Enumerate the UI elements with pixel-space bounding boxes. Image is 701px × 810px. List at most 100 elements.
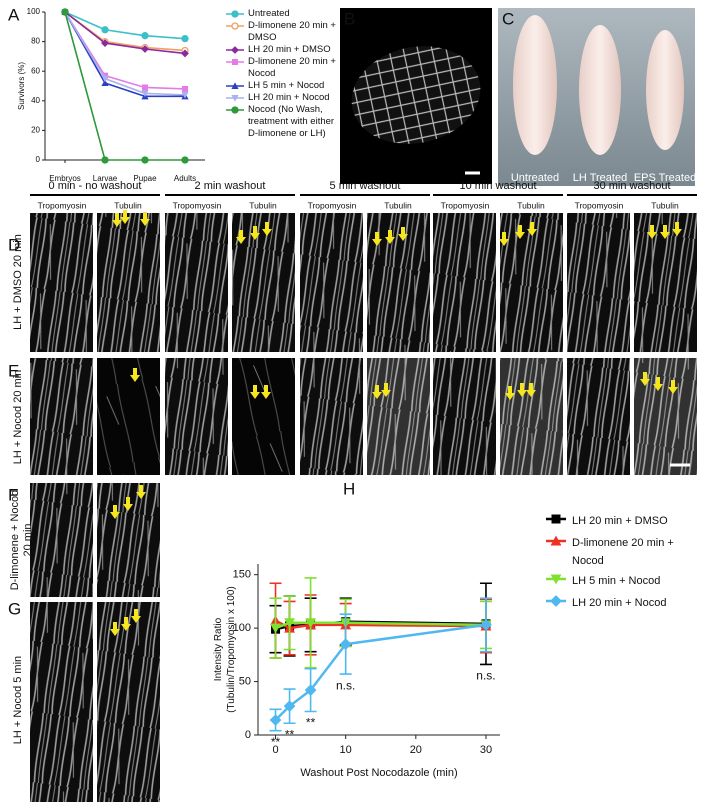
- legend-label-box: LH 5 min + Nocod: [572, 575, 661, 587]
- annotation: **: [271, 735, 281, 749]
- channel-label: Tropomyosin: [308, 200, 357, 210]
- column-header: 2 min washout: [195, 180, 266, 192]
- annotation: **: [285, 727, 295, 741]
- marker: [182, 85, 188, 92]
- marker: [480, 619, 492, 631]
- y-tick-label: 150: [233, 569, 251, 581]
- series-line: [64, 11, 186, 96]
- marker: [284, 618, 295, 629]
- legend-label: D-limonene 20 min + Nocod: [572, 537, 674, 567]
- y-axis-label: Survivors (%): [17, 62, 26, 110]
- micrograph: [500, 358, 563, 475]
- y-axis-label-box: Intensity Ratio (Tubulin/Tropomyosin x 1…: [213, 586, 237, 713]
- y-tick-label: 0: [245, 729, 251, 741]
- larva-label: EPS Treated: [633, 172, 697, 184]
- larva-label-box: EPS Treated: [633, 172, 697, 184]
- legend-label: LH 20 min + DMSO: [572, 515, 668, 527]
- series-line: [274, 623, 487, 721]
- x-tick-label: Embryos: [49, 174, 81, 183]
- panel-letter: E: [8, 361, 19, 380]
- legend-label-box: LH 5 min + Nocod: [248, 80, 325, 91]
- microscopy: 0 min - no washout Tropomyosin Tubulin 2 mi…: [30, 180, 697, 802]
- marker: [231, 106, 239, 114]
- micrograph: [30, 358, 93, 475]
- channel-label: Tubulin: [114, 200, 142, 210]
- channel-label: Tubulin: [249, 200, 277, 210]
- panel-letter: G: [8, 599, 21, 618]
- column-header: 10 min washout: [459, 180, 536, 192]
- panel-letter: B: [344, 9, 355, 28]
- y-tick-label: 50: [239, 675, 251, 687]
- marker: [269, 714, 282, 726]
- series-line: [64, 11, 185, 98]
- y-tick-label: 100: [233, 622, 251, 634]
- marker: [231, 82, 239, 89]
- marker: [141, 156, 149, 164]
- y-tick-label: 0: [36, 155, 41, 164]
- y-tick-label: 40: [31, 96, 40, 105]
- marker: [231, 22, 239, 30]
- legend-label: Untreated: [248, 8, 290, 19]
- x-tick-label: 0: [272, 744, 278, 756]
- x-tick-label: Larvae: [93, 174, 118, 183]
- larva-label-box: Untreated: [511, 172, 559, 184]
- legend-label: LH 5 min + Nocod: [248, 80, 325, 91]
- micrograph: [567, 213, 630, 352]
- row-label: D-limonene + Nocod 20 min: [9, 489, 34, 591]
- legend-label-box: D-limonene 20 min + DMSO: [248, 20, 336, 43]
- micrograph: [232, 358, 295, 475]
- annotation: n.s.: [336, 678, 355, 692]
- micrograph: [165, 358, 228, 475]
- x-tick-label: 30: [480, 744, 492, 756]
- panel-letter: F: [8, 485, 18, 504]
- marker: [551, 514, 561, 524]
- legend-label: D-limonene 20 min + DMSO: [248, 20, 336, 43]
- column-header: 5 min washout: [330, 180, 401, 192]
- micrograph: [433, 358, 496, 475]
- marker: [231, 10, 239, 18]
- micrograph: [97, 213, 160, 352]
- embryo: [351, 46, 481, 144]
- larva-label: LH Treated: [572, 172, 628, 184]
- larva: [646, 30, 684, 150]
- marker: [550, 574, 562, 585]
- legend-label-box: LH 20 min + DMSO: [572, 515, 668, 527]
- x-tick-label: 10: [340, 744, 352, 756]
- marker: [339, 638, 352, 651]
- marker: [141, 90, 149, 97]
- row-label-box: LH + Nocod 5 min: [11, 655, 24, 745]
- micrograph: [300, 213, 363, 352]
- marker: [101, 156, 109, 164]
- channel-label: Tropomyosin: [575, 200, 624, 210]
- marker: [283, 700, 296, 712]
- marker: [231, 95, 239, 102]
- micrograph: [165, 213, 228, 352]
- y-axis-label: Intensity Ratio (Tubulin/Tropomyosin x 1…: [213, 586, 237, 713]
- panel-letter: A: [8, 5, 20, 24]
- micrograph: [300, 358, 363, 475]
- marker: [270, 623, 281, 634]
- marker: [181, 49, 189, 58]
- y-tick-label: 100: [27, 7, 41, 16]
- y-tick-label: 60: [31, 66, 40, 75]
- marker: [101, 39, 109, 47]
- marker: [305, 618, 317, 629]
- marker: [101, 79, 109, 87]
- marker: [232, 59, 238, 65]
- micrograph: [30, 213, 93, 352]
- row-label: LH + DMSO 20 min: [11, 234, 24, 330]
- legend-label: Nocod (No Wash, treatment with either D-…: [248, 104, 335, 139]
- legend-label-box: LH 20 min + DMSO: [248, 44, 331, 55]
- micrograph: [567, 358, 630, 475]
- legend-label: LH 20 min + DMSO: [248, 44, 331, 55]
- micrograph: [30, 602, 93, 802]
- marker: [181, 156, 189, 164]
- marker: [142, 84, 148, 91]
- column-header: 0 min - no washout: [49, 180, 142, 192]
- legend-label: LH 5 min + Nocod: [572, 575, 661, 587]
- row-label: LH + Nocod 5 min: [11, 655, 24, 745]
- series-line: [64, 11, 185, 161]
- marker: [101, 75, 109, 83]
- micrograph: [97, 602, 160, 802]
- y-tick-label: 80: [31, 37, 40, 46]
